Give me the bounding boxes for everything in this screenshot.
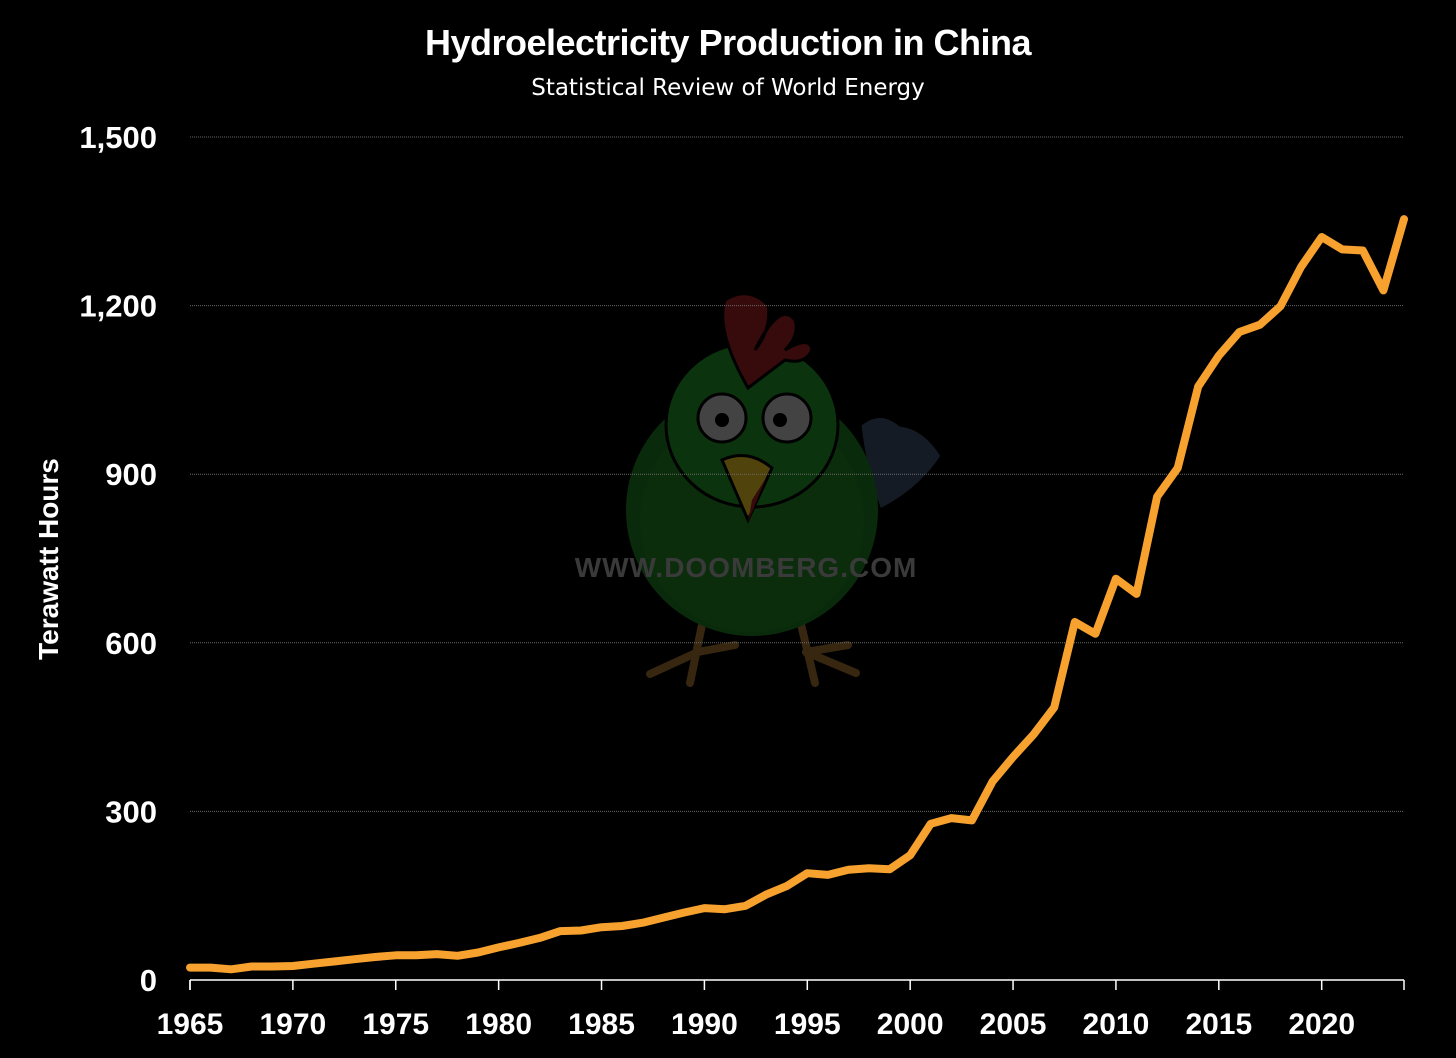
series-line — [186, 215, 1408, 974]
watermark-text: WWW.DOOMBERG.COM — [575, 552, 918, 583]
y-tick-label: 900 — [105, 457, 157, 492]
y-tick-label: 0 — [140, 963, 157, 998]
chart-subtitle: Statistical Review of World Energy — [531, 75, 925, 101]
x-tick-label: 1990 — [671, 1008, 738, 1041]
x-tick-label: 2010 — [1083, 1008, 1150, 1041]
x-tick-label: 2015 — [1185, 1008, 1252, 1041]
y-tick-label: 600 — [105, 626, 157, 661]
x-tick-label: 1975 — [362, 1008, 429, 1041]
x-tick-label: 2000 — [877, 1008, 944, 1041]
x-tick-label: 2020 — [1288, 1008, 1355, 1041]
y-tick-label: 300 — [105, 794, 157, 829]
x-tick-label: 1980 — [465, 1008, 532, 1041]
chart-title: Hydroelectricity Production in China — [425, 22, 1033, 63]
x-tick-label: 2005 — [980, 1008, 1047, 1041]
y-axis-label: Terawatt Hours — [33, 458, 64, 660]
y-tick-label: 1,200 — [79, 289, 157, 324]
x-tick-label: 1965 — [157, 1008, 224, 1041]
x-tick-label: 1995 — [774, 1008, 841, 1041]
doomberg-chicken-watermark-icon — [626, 292, 944, 687]
x-tick-label: 1970 — [260, 1008, 327, 1041]
x-tick-label: 1985 — [568, 1008, 635, 1041]
y-tick-label: 1,500 — [79, 120, 157, 155]
